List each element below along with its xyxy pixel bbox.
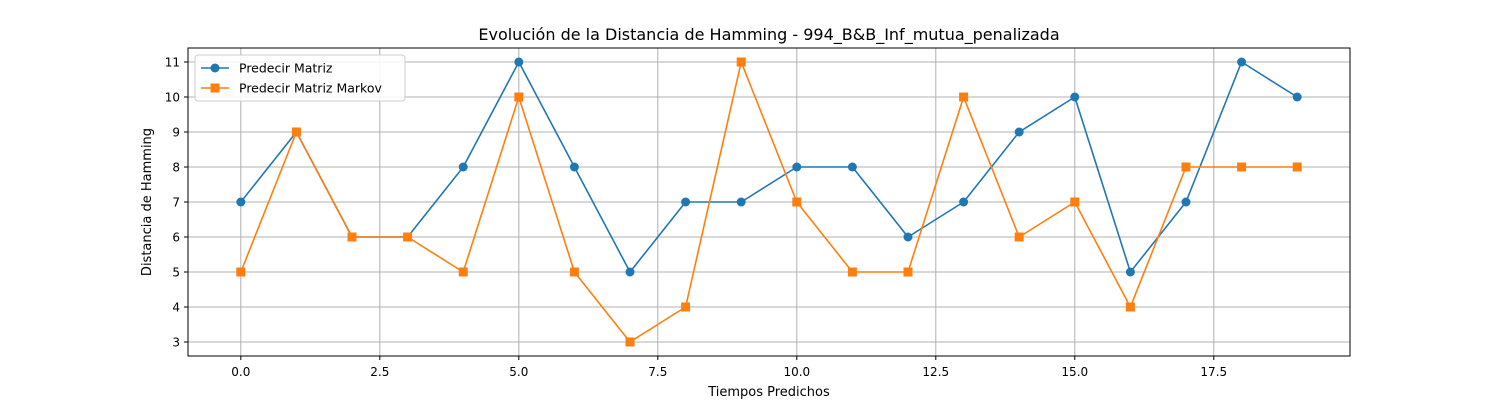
data-point — [959, 197, 969, 207]
data-point — [903, 232, 913, 242]
series-layer — [236, 57, 1302, 347]
data-point — [403, 232, 413, 242]
data-point — [625, 267, 635, 277]
x-axis-label: Tiempos Predichos — [707, 385, 830, 400]
y-tick-label: 7 — [172, 196, 180, 210]
data-point — [458, 267, 468, 277]
legend-label: Predecir Matriz — [239, 61, 333, 76]
legend-item: Predecir Matriz Markov — [201, 81, 382, 96]
y-tick-label: 9 — [172, 126, 180, 140]
data-point — [959, 92, 969, 102]
data-point — [1181, 197, 1191, 207]
data-point — [1070, 197, 1080, 207]
axis-ticks: 0.0 2.5 5.0 7.5 10.0 12.5 15.0 17.5 3 4 5 6 7 8 9 10 11 — [165, 56, 1227, 380]
chart-title: Evolución de la Distancia de Hamming - 9… — [478, 25, 1059, 45]
y-tick-label: 6 — [172, 231, 180, 245]
data-point — [792, 197, 802, 207]
y-tick-label: 8 — [172, 161, 180, 175]
legend-marker — [210, 83, 220, 93]
data-point — [1237, 57, 1247, 67]
y-tick-label: 11 — [165, 56, 180, 70]
data-point — [514, 92, 524, 102]
y-axis-label: Distancia de Hamming — [140, 128, 155, 276]
y-tick-label: 3 — [172, 336, 180, 350]
x-tick-label: 7.5 — [648, 365, 667, 379]
data-point — [847, 162, 857, 172]
series-line — [240, 61, 1298, 343]
series-predecir-matriz-markov — [236, 57, 1302, 347]
x-tick-label: 15.0 — [1061, 365, 1088, 379]
series-line — [240, 61, 1298, 273]
data-point — [847, 267, 857, 277]
data-point — [1125, 302, 1135, 312]
data-point — [569, 267, 579, 277]
data-point — [736, 197, 746, 207]
data-point — [681, 302, 691, 312]
data-point — [347, 232, 357, 242]
data-point — [569, 162, 579, 172]
data-point — [1014, 127, 1024, 137]
data-point — [681, 197, 691, 207]
legend-item: Predecir Matriz — [201, 61, 333, 76]
x-tick-label: 17.5 — [1200, 365, 1227, 379]
data-point — [1181, 162, 1191, 172]
data-point — [514, 57, 524, 67]
legend: Predecir Matriz Predecir Matriz Markov — [194, 54, 406, 102]
y-tick-label: 5 — [172, 266, 180, 280]
x-tick-label: 5.0 — [509, 365, 528, 379]
data-point — [1237, 162, 1247, 172]
legend-label: Predecir Matriz Markov — [239, 81, 382, 96]
legend-marker — [210, 63, 220, 73]
data-point — [1292, 92, 1302, 102]
data-point — [1014, 232, 1024, 242]
data-point — [236, 197, 246, 207]
data-point — [458, 162, 468, 172]
x-tick-label: 12.5 — [922, 365, 949, 379]
data-point — [1070, 92, 1080, 102]
data-point — [903, 267, 913, 277]
y-tick-label: 10 — [165, 91, 180, 105]
data-point — [792, 162, 802, 172]
x-tick-label: 0.0 — [231, 365, 250, 379]
x-tick-label: 2.5 — [370, 365, 389, 379]
y-tick-label: 4 — [172, 301, 180, 315]
data-point — [291, 127, 301, 137]
legend-box — [194, 54, 406, 102]
x-tick-label: 10.0 — [783, 365, 810, 379]
data-point — [625, 337, 635, 347]
data-point — [736, 57, 746, 67]
data-point — [236, 267, 246, 277]
data-point — [1292, 162, 1302, 172]
data-point — [1125, 267, 1135, 277]
